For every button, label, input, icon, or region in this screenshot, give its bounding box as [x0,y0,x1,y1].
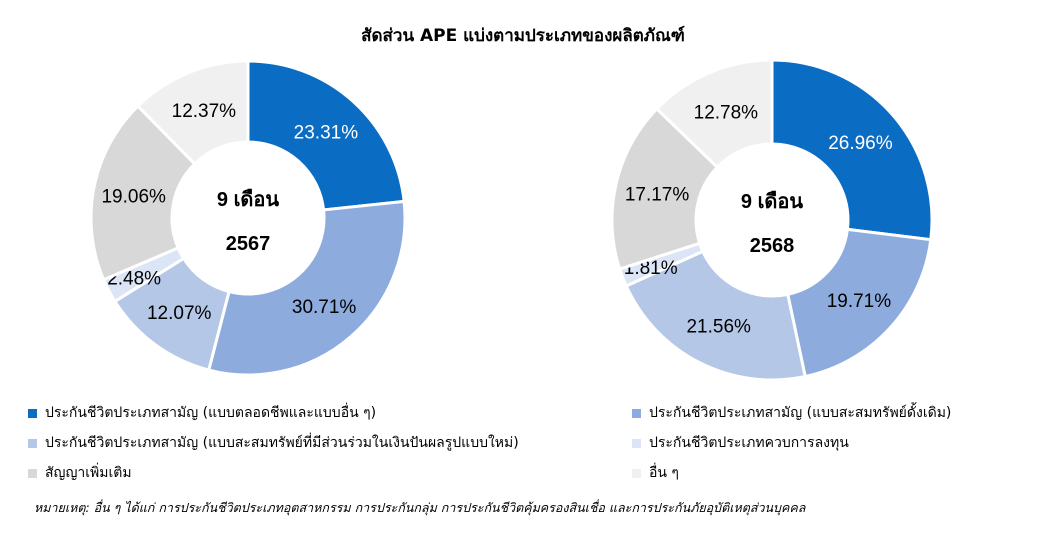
donut-slice [89,103,197,282]
slice-data-label: 30.71% [292,297,357,318]
donut-slice [206,199,407,377]
center-year-label: 2568 [750,235,795,257]
slice-data-label: 12.37% [172,101,237,122]
legend-swatch [632,468,641,478]
legend-label: ประกันชีวิตประเภทควบการลงทุน [649,435,849,451]
legend-item-wholelife: ประกันชีวิตประเภทสามัญ (แบบตลอดชีพและแบบ… [28,402,376,424]
center-year-label: 2567 [226,233,271,255]
legend-label: ประกันชีวิตประเภทสามัญ (แบบสะสมทรัพย์ที่… [45,435,519,451]
center-period-label: 9 เดือน [741,190,804,213]
legend-item-riders: สัญญาเพิ่มเติม [28,462,132,484]
donut-slice [785,227,933,379]
legend-swatch [632,408,641,418]
footnote: หมายเหตุ: อื่น ๆ ได้แก่ การประกันชีวิตปร… [34,500,806,515]
donut-chart-2568: 26.96%19.71%21.56%1.81%17.17%12.78%9 เดื… [610,58,934,382]
legend-swatch [632,438,641,448]
center-period-label: 9 เดือน [217,188,280,211]
slice-data-label: 12.07% [147,303,212,324]
legend-label: ประกันชีวิตประเภทสามัญ (แบบตลอดชีพและแบบ… [45,405,377,421]
donut-slice [610,106,720,271]
donut-chart-2567: 23.31%30.71%12.07%2.48%19.06%12.37%9 เดื… [89,59,407,377]
legend-swatch [28,408,37,418]
legend-item-traditional-endowment: ประกันชีวิตประเภทสามัญ (แบบสะสมทรัพย์ดั้… [632,402,951,424]
slice-data-label: 21.56% [686,316,751,337]
slice-data-label: 12.78% [694,102,759,123]
legend-item-participating-endowment: ประกันชีวิตประเภทสามัญ (แบบสะสมทรัพย์ที่… [28,432,519,454]
slice-data-label: 19.71% [827,291,892,312]
legend-item-others: อื่น ๆ [632,462,679,484]
chart-title: สัดส่วน APE แบ่งตามประเภทของผลิตภัณฑ์ [361,26,685,46]
donut-slice [246,59,406,212]
legend-label: ประกันชีวิตประเภทสามัญ (แบบสะสมทรัพย์ดั้… [649,405,952,421]
donut-slice [624,249,807,382]
slice-data-label: 26.96% [828,133,893,154]
donut-slice [770,58,934,242]
legend-swatch [28,438,37,448]
slice-data-label: 23.31% [294,122,359,143]
donut-slice [654,58,774,170]
legend-label: สัญญาเพิ่มเติม [45,465,132,481]
legend-label: อื่น ๆ [649,465,679,481]
legend-swatch [28,468,37,478]
slice-data-label: 19.06% [101,186,166,207]
donut-slice [135,59,250,166]
legend-item-unit-linked: ประกันชีวิตประเภทควบการลงทุน [632,432,849,454]
slice-data-label: 17.17% [625,184,690,205]
legend: ประกันชีวิตประเภทสามัญ (แบบตลอดชีพและแบบ… [28,402,1028,492]
donut-charts: 23.31%30.71%12.07%2.48%19.06%12.37%9 เดื… [89,58,934,382]
